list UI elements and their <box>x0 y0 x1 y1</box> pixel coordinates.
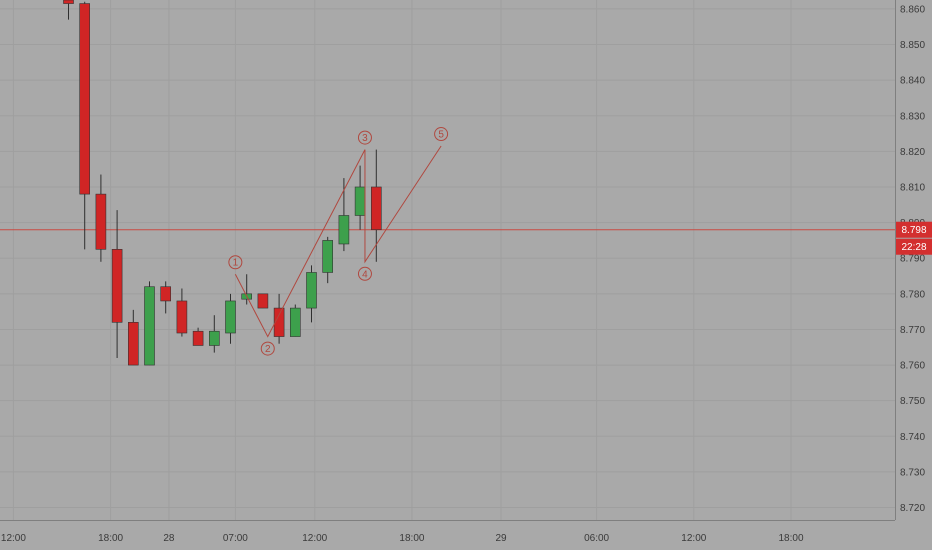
wave-label-5[interactable]: 5 <box>438 130 444 141</box>
price-tick-label: 8.820 <box>900 147 925 158</box>
price-tick-label: 8.720 <box>900 503 925 514</box>
price-tick-label: 8.830 <box>900 111 925 122</box>
candle-down-body <box>273 307 285 337</box>
candle-down-body <box>111 249 123 323</box>
candle-up-body <box>225 300 236 334</box>
candle-down-body <box>176 300 188 334</box>
wave-label-3[interactable]: 3 <box>362 133 368 144</box>
price-tick-label: 8.760 <box>900 361 925 372</box>
wave-label-circle[interactable] <box>260 341 275 356</box>
price-tick-label: 8.850 <box>900 40 925 51</box>
price-tick-label: 8.730 <box>900 467 925 478</box>
time-tick-label: 18:00 <box>779 533 804 544</box>
wave-label-circle[interactable] <box>434 127 449 142</box>
candle-down-body <box>63 0 74 4</box>
wave-line[interactable] <box>234 145 442 338</box>
wave-label-4[interactable]: 4 <box>362 269 368 280</box>
candle-up-body <box>306 272 317 309</box>
candle-up-body <box>289 307 301 337</box>
candle-up-body <box>338 215 350 245</box>
candle-down-body <box>128 322 139 366</box>
time-tick-label: 12:00 <box>1 533 26 544</box>
candle-up-body <box>354 186 366 216</box>
time-tick-label: 12:00 <box>302 533 327 544</box>
time-tick-label: 18:00 <box>399 533 424 544</box>
price-tick-label: 8.750 <box>900 396 925 407</box>
time-tick-label: 28 <box>163 533 175 544</box>
candle-down-body <box>79 3 90 195</box>
wave-label-circle[interactable] <box>357 266 372 281</box>
current-price-badge <box>896 221 932 238</box>
time-tick-label: 12:00 <box>681 533 706 544</box>
wave-label-circle[interactable] <box>228 255 243 270</box>
countdown-badge <box>896 238 932 255</box>
candle-up-body <box>144 286 155 366</box>
candle-down-body <box>95 193 107 250</box>
price-tick-label: 8.840 <box>900 76 925 87</box>
price-tick-label: 8.790 <box>900 254 925 265</box>
current-price-value: 8.798 <box>901 225 926 236</box>
price-tick-label: 8.780 <box>900 289 925 300</box>
candle-down-body <box>370 186 382 231</box>
candle-down-body <box>257 293 269 309</box>
price-tick-label: 8.770 <box>900 325 925 336</box>
candle-up-body <box>209 330 220 346</box>
wave-label-2[interactable]: 2 <box>265 344 271 355</box>
candle-up-body <box>322 240 334 273</box>
time-tick-label: 06:00 <box>584 533 609 544</box>
candlestick-series <box>63 0 382 366</box>
price-tick-label: 8.860 <box>900 4 925 15</box>
countdown-value: 22:28 <box>901 242 926 253</box>
time-tick-label: 07:00 <box>223 533 248 544</box>
candle-down-body <box>160 286 171 302</box>
time-tick-label: 18:00 <box>98 533 123 544</box>
elliott-wave-drawing[interactable]: 1 2 3 4 5 <box>228 127 449 356</box>
wave-label-1[interactable]: 1 <box>233 258 239 269</box>
time-tick-label: 29 <box>495 533 507 544</box>
price-tick-label: 8.740 <box>900 432 925 443</box>
wave-label-circle[interactable] <box>357 130 372 145</box>
candle-down-body <box>192 330 204 346</box>
price-tick-label: 8.810 <box>900 182 925 193</box>
